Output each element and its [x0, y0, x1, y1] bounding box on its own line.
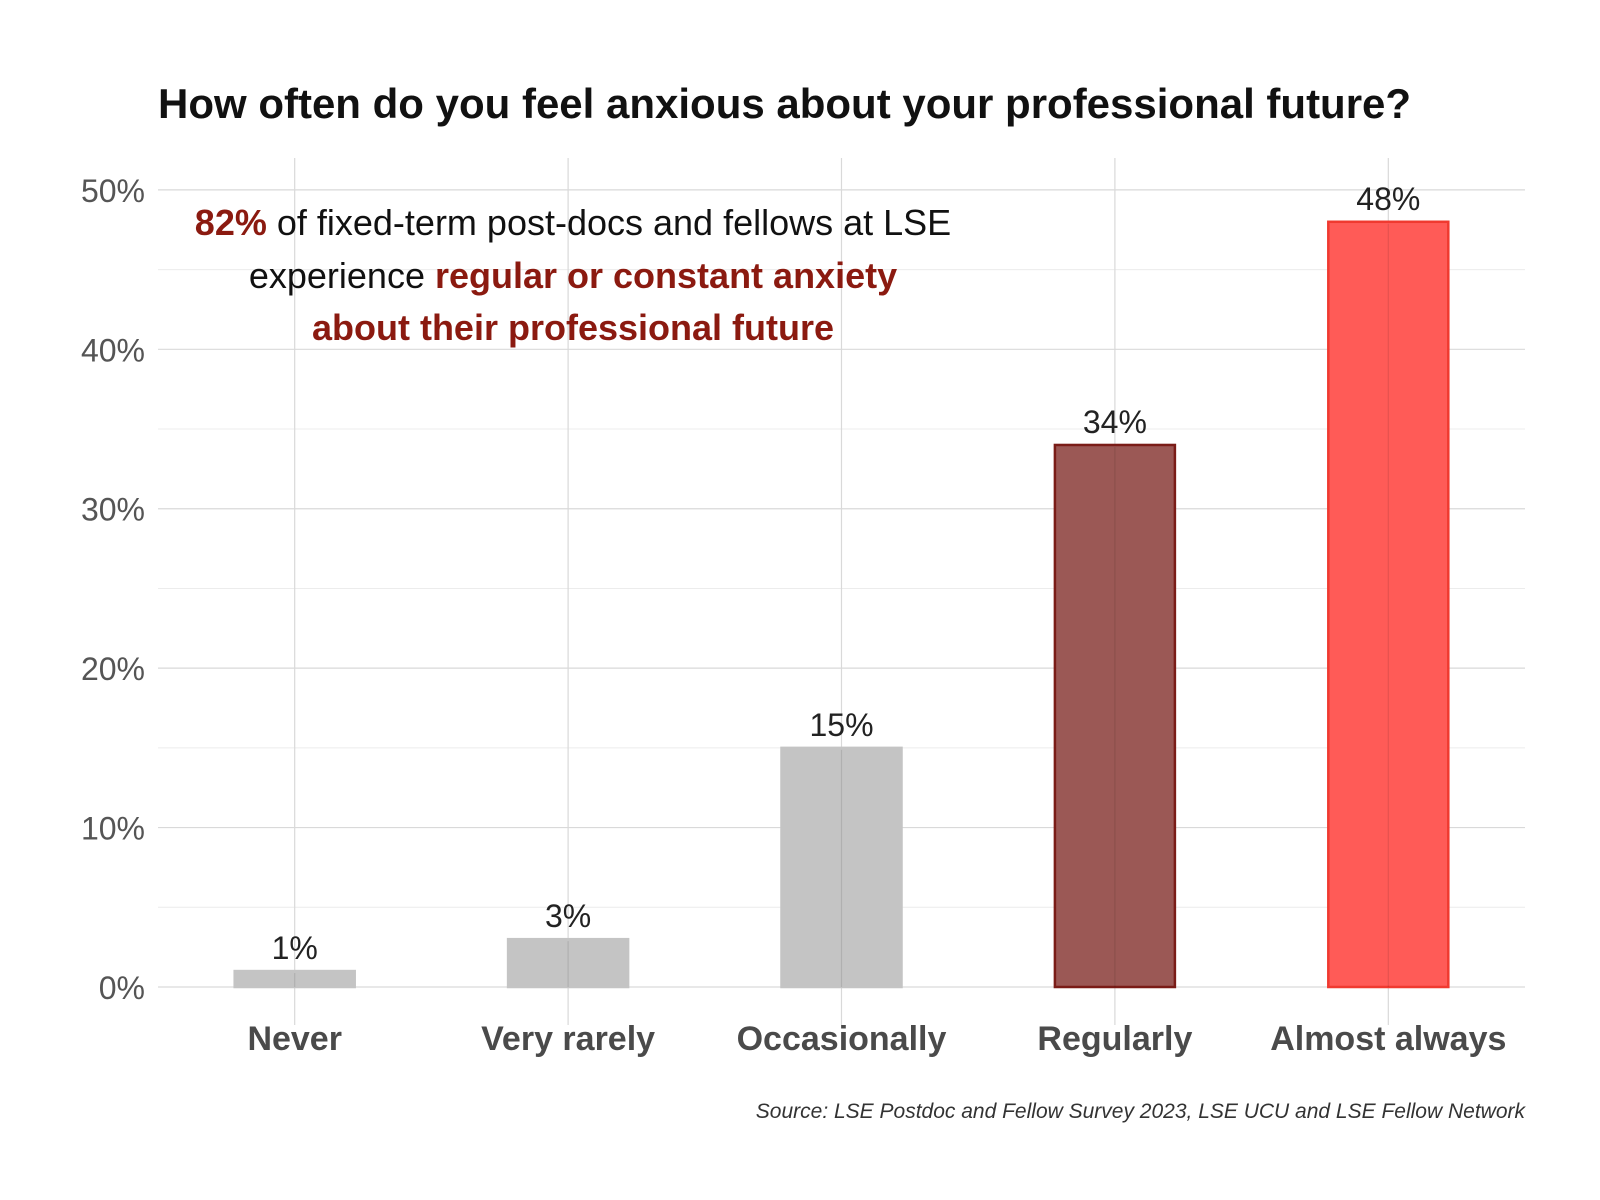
x-tick-label: Regularly — [1037, 1020, 1192, 1058]
y-tick-label: 40% — [81, 332, 145, 368]
data-label: 15% — [809, 707, 873, 743]
y-tick-label: 30% — [81, 492, 145, 528]
bar-regularly — [1053, 443, 1177, 989]
annotation-highlight: regular or constant anxiety — [435, 255, 897, 296]
annotation-text: experience — [249, 255, 435, 296]
chart-title: How often do you feel anxious about your… — [158, 80, 1411, 127]
bar-almost-always — [1327, 220, 1450, 989]
axis-ticks: 0% 10% 20% 30% 40% 50% Never Very rarely Occasio… — [81, 173, 1506, 1058]
data-label: 3% — [545, 898, 591, 934]
bar-occasionally — [780, 746, 903, 989]
x-tick-label: Very rarely — [481, 1020, 655, 1058]
x-tick-label: Never — [247, 1020, 342, 1058]
y-tick-label: 0% — [99, 970, 145, 1006]
data-label: 34% — [1083, 404, 1147, 440]
bar-very-rarely — [506, 937, 630, 989]
data-labels: 1% 3% 15% 34% 48% — [272, 181, 1421, 966]
bar-never — [233, 969, 356, 989]
bars — [233, 220, 1450, 989]
x-tick-label: Almost always — [1270, 1020, 1506, 1058]
x-tick-label: Occasionally — [737, 1020, 947, 1058]
data-label: 48% — [1356, 181, 1420, 217]
data-label: 1% — [272, 930, 318, 966]
y-tick-label: 50% — [81, 173, 145, 209]
annotation-callout: 82% of fixed-term post-docs and fellows … — [195, 202, 951, 348]
annotation-text: of fixed-term post-docs and fellows at L… — [267, 202, 951, 243]
annotation-highlight: about their professional future — [312, 307, 834, 348]
y-tick-label: 10% — [81, 811, 145, 847]
y-tick-label: 20% — [81, 651, 145, 687]
annotation-highlight: 82% — [195, 202, 267, 243]
source-note: Source: LSE Postdoc and Fellow Survey 20… — [756, 1100, 1527, 1123]
